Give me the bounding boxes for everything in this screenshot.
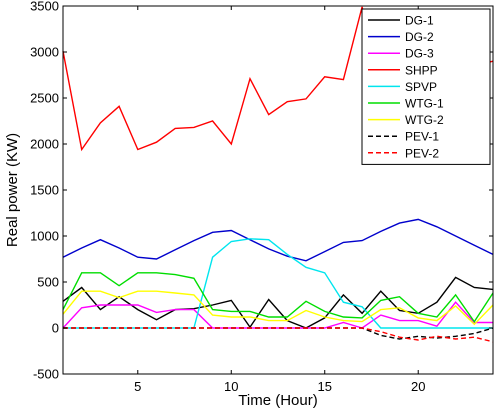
y-tick-label: 2000 [30, 137, 59, 152]
series-line-wtg-1 [62, 272, 494, 323]
y-axis-label: Real power (KW) [4, 133, 21, 247]
legend-label: PEV-1 [405, 130, 439, 144]
x-tick-label: 20 [411, 379, 425, 394]
legend: DG-1 DG-2 DG-3 SHPP SPVP WTG-1 WTG-2 PEV-1 PEV-2 [361, 8, 491, 165]
series-line-pev-2 [63, 327, 494, 343]
y-tick-label: 500 [37, 275, 59, 290]
legend-label: DG-2 [405, 30, 434, 44]
y-tick-label: 2500 [30, 91, 59, 106]
y-tick-label: 3500 [30, 0, 59, 14]
y-tick-label: -500 [33, 367, 59, 382]
legend-label: WTG-1 [405, 97, 444, 111]
y-tick-label: 1500 [30, 183, 59, 198]
x-axis: 5 10 15 20 [134, 6, 425, 394]
x-axis-label: Time (Hour) [238, 392, 317, 409]
series-line-pev-1 [63, 327, 494, 340]
series-line-spvp [63, 238, 493, 329]
series-line-dg-1 [62, 276, 494, 329]
series-line-dg-2 [62, 218, 494, 262]
legend-label: WTG-2 [405, 113, 444, 127]
legend-label: SHPP [405, 63, 438, 77]
plot-series [62, 6, 494, 343]
y-axis: -500 0 500 1000 1500 2000 2500 3000 3500 [30, 0, 493, 382]
x-tick-label: 15 [318, 379, 332, 394]
legend-label: PEV-2 [405, 146, 439, 160]
x-tick-label: 5 [134, 379, 141, 394]
y-tick-label: 0 [52, 321, 59, 336]
series-line-dg-3 [62, 301, 493, 329]
y-tick-label: 3000 [30, 45, 59, 60]
y-tick-label: 1000 [30, 229, 59, 244]
series-line-wtg-2 [62, 290, 494, 326]
legend-label: DG-1 [405, 14, 434, 28]
x-tick-label: 10 [224, 379, 238, 394]
legend-label: SPVP [405, 80, 437, 94]
legend-label: DG-3 [405, 47, 434, 61]
